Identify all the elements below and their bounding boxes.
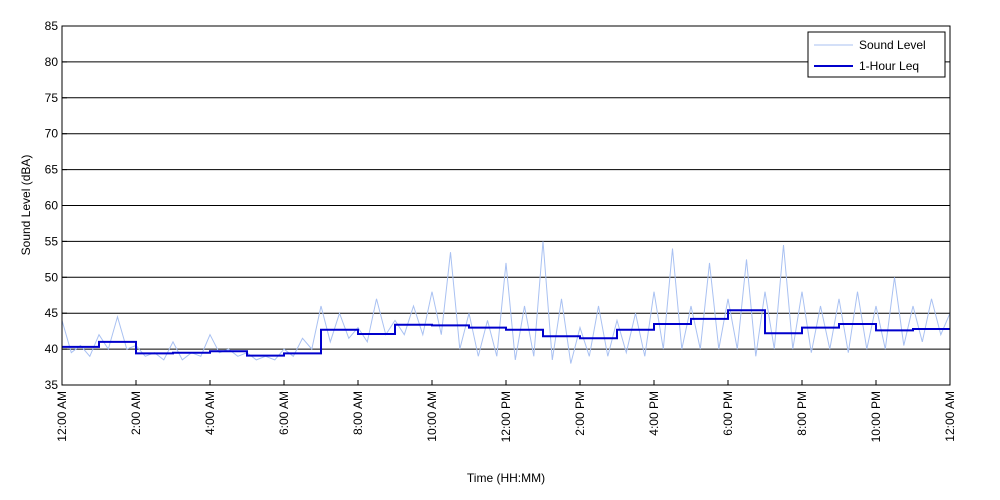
- x-tick-label: 6:00 PM: [721, 391, 735, 436]
- y-tick-label: 50: [45, 270, 59, 284]
- x-axis: 12:00 AM 2:00 AM 4:00 AM 6:00 AM 8:00 AM 10:0…: [55, 380, 957, 442]
- x-tick-label: 8:00 PM: [795, 391, 809, 436]
- x-tick-label: 12:00 AM: [55, 391, 69, 442]
- y-tick-label: 85: [45, 19, 59, 33]
- y-axis: 35 40 45 50 55 60 65 70 75 80 85: [45, 19, 67, 392]
- y-tick-label: 55: [45, 234, 59, 248]
- series-1-hour-leq: [62, 309, 950, 357]
- x-tick-label: 4:00 PM: [647, 391, 661, 436]
- series-layer: [61, 241, 951, 364]
- y-tick-label: 65: [45, 163, 59, 177]
- y-tick-label: 40: [45, 342, 59, 356]
- x-tick-label: 12:00 AM: [943, 391, 957, 442]
- y-tick-label: 70: [45, 127, 59, 141]
- series-sound-level: [61, 241, 951, 364]
- y-tick-label: 35: [45, 378, 59, 392]
- x-tick-label: 12:00 PM: [499, 391, 513, 442]
- legend-box: [807, 31, 946, 78]
- x-tick-label: 8:00 AM: [351, 391, 365, 435]
- x-tick-label: 10:00 PM: [869, 391, 883, 442]
- legend-label-sound-level: Sound Level: [859, 38, 926, 52]
- y-axis-label: Sound Level (dBA): [19, 155, 33, 256]
- legend: Sound Level 1-Hour Leq: [807, 31, 946, 78]
- y-tick-label: 75: [45, 91, 59, 105]
- y-tick-label: 80: [45, 55, 59, 69]
- x-tick-label: 10:00 AM: [425, 391, 439, 442]
- x-tick-label: 6:00 AM: [277, 391, 291, 435]
- y-tick-label: 45: [45, 306, 59, 320]
- x-tick-label: 2:00 AM: [129, 391, 143, 435]
- x-axis-label: Time (HH:MM): [467, 471, 545, 485]
- x-tick-label: 2:00 PM: [573, 391, 587, 436]
- gridlines: [62, 61, 950, 350]
- y-tick-label: 60: [45, 199, 59, 213]
- legend-label-1-hour-leq: 1-Hour Leq: [859, 59, 919, 73]
- x-tick-label: 4:00 AM: [203, 391, 217, 435]
